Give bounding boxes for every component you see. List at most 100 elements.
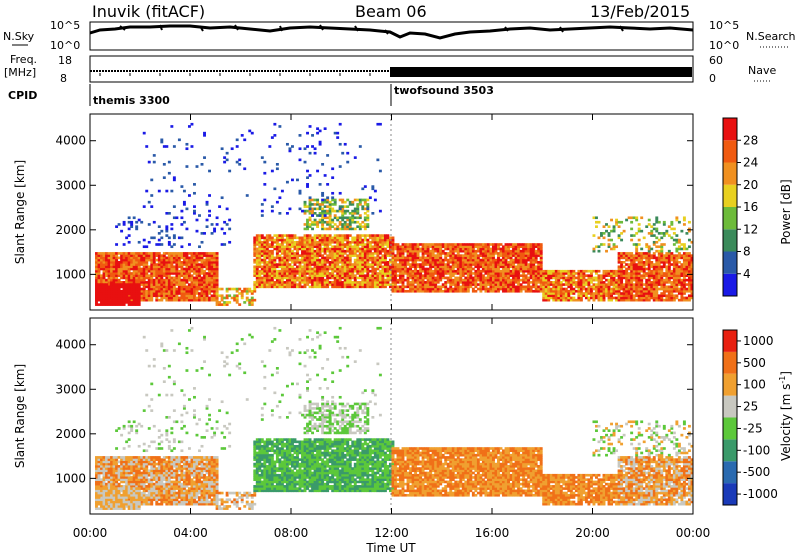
power-cell [600, 283, 603, 286]
power-cell [577, 283, 581, 286]
power-cell [363, 216, 367, 220]
power-cell [341, 225, 345, 228]
power-cell [612, 296, 616, 300]
power-cell [198, 292, 201, 295]
power-cell [195, 229, 199, 233]
power-cell [637, 289, 641, 293]
power-cell [200, 263, 204, 266]
power-cell [557, 278, 561, 282]
power-cell [512, 269, 516, 273]
power-cell [690, 281, 694, 284]
power-cell [358, 254, 362, 257]
power-cell [152, 292, 156, 295]
power-cell [464, 243, 468, 246]
power-cell [130, 261, 134, 264]
power-cell [650, 294, 654, 298]
power-cell [386, 265, 390, 269]
power-cell [612, 269, 616, 273]
power-cell [137, 276, 141, 280]
power-cell [602, 283, 606, 286]
power-cell [532, 269, 536, 273]
power-cell [461, 263, 465, 266]
power-cell [198, 267, 201, 271]
power-cell [273, 258, 277, 262]
power-cell [348, 252, 352, 255]
power-cell [685, 267, 689, 271]
power-cell [469, 252, 473, 255]
power-cell [592, 292, 596, 295]
power-cell [647, 281, 651, 284]
power-cell [444, 269, 448, 273]
power-cell [399, 263, 402, 266]
power-cell [404, 285, 407, 289]
power-cell [464, 278, 468, 282]
power-cell [180, 267, 184, 271]
power-cell [446, 243, 450, 246]
power-cell [529, 265, 533, 269]
power-cell [547, 269, 551, 273]
power-cell [399, 289, 402, 293]
power-cell [346, 254, 350, 257]
power-cell [162, 261, 166, 264]
power-cell [497, 283, 500, 286]
power-cell [662, 298, 666, 302]
power-cell [336, 272, 340, 275]
power-cell [441, 263, 445, 266]
power-cell [677, 283, 681, 286]
power-cell [567, 283, 571, 286]
power-cell [680, 256, 684, 260]
power-cell [208, 289, 211, 293]
power-cell [451, 243, 455, 246]
power-cell [539, 256, 543, 260]
power-cell [494, 274, 498, 277]
power-cell [451, 258, 455, 262]
power-cell [489, 256, 493, 260]
power-cell [519, 289, 523, 293]
power-cell [368, 252, 372, 255]
power-cell [175, 276, 179, 280]
power-cell [205, 265, 209, 269]
power-cell [600, 281, 603, 284]
power-cell [627, 272, 631, 275]
power-cell [233, 296, 237, 300]
power-cell [245, 298, 249, 302]
power-cell [112, 296, 116, 300]
power-cell [140, 252, 144, 255]
power-cell [110, 281, 114, 284]
power-cell [270, 258, 274, 262]
power-cell [95, 285, 98, 289]
power-cell [640, 285, 644, 289]
power-cell [381, 249, 385, 253]
power-cell [316, 283, 320, 286]
power-cell [348, 267, 352, 271]
power-cell [137, 258, 141, 262]
power-cell [270, 256, 274, 260]
power-cell [675, 269, 679, 273]
power-cell [187, 276, 191, 280]
power-cell [401, 276, 405, 280]
power-cell [140, 263, 144, 266]
power-cell [366, 269, 370, 273]
power-cell [255, 267, 259, 271]
power-cell [333, 214, 337, 217]
power-cell [122, 287, 126, 291]
power-cell [253, 247, 257, 251]
power-cell [285, 243, 289, 246]
power-cell [215, 283, 219, 286]
power-cell [311, 207, 315, 211]
power-cell [492, 287, 495, 291]
power-cell [514, 249, 518, 253]
power-cell [562, 278, 566, 282]
power-cell [260, 283, 264, 286]
power-cell [672, 285, 676, 289]
power-cell [333, 283, 337, 286]
power-cell [396, 263, 400, 266]
power-cell [363, 283, 367, 286]
power-cell [167, 294, 171, 298]
power-cell [399, 254, 402, 257]
power-cell [544, 285, 548, 289]
power-cell [489, 281, 493, 284]
power-cell [205, 285, 209, 289]
power-cell [341, 263, 345, 266]
power-cell [326, 200, 330, 204]
